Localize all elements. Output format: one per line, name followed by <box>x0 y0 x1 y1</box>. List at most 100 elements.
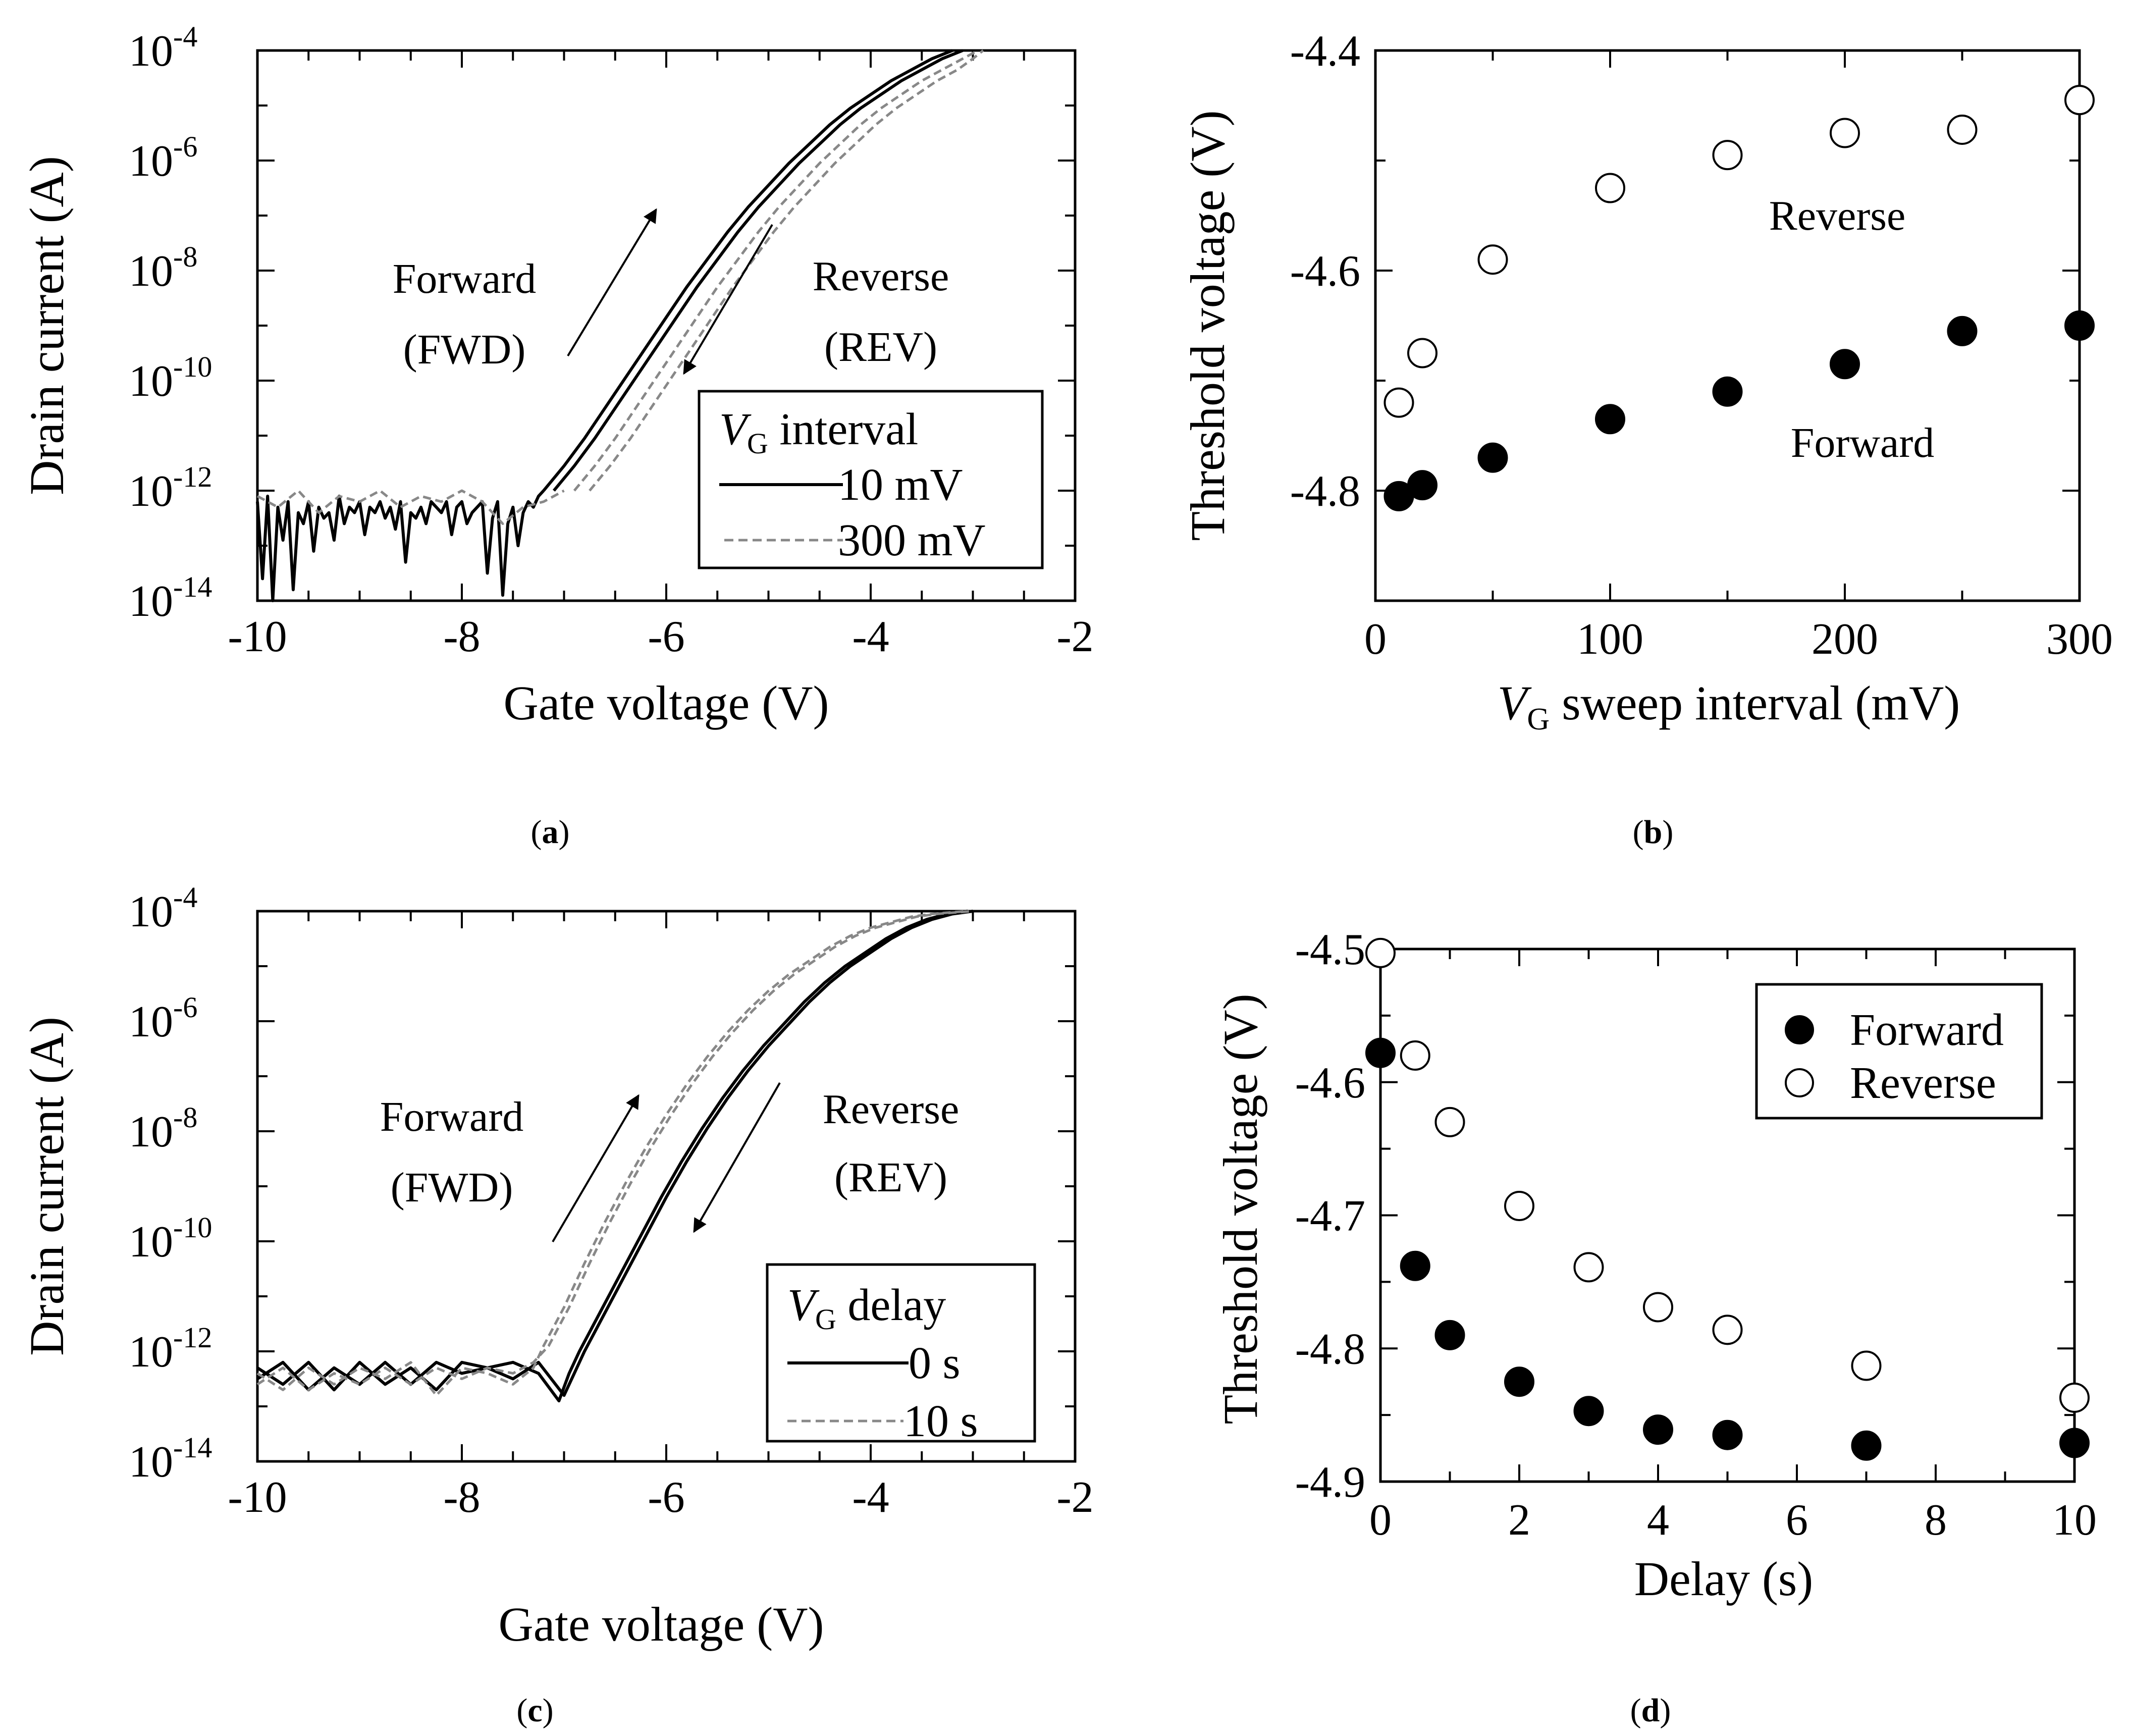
forward-arrow <box>567 208 657 357</box>
marker-reverse <box>2059 1382 2090 1413</box>
x-tick-label: -10 <box>228 1473 287 1522</box>
y-tick-label: 10-6 <box>129 991 197 1046</box>
legend-title: VG delay <box>787 1280 946 1336</box>
series-layer <box>256 49 984 602</box>
x-tick-label: 0 <box>1369 1496 1392 1545</box>
y-axis-label: Drain current (A) <box>20 1017 74 1356</box>
panel-label-d: (d) <box>1630 1692 1671 1729</box>
panel-c: -10 -8 -6 -4 -2 10-14 10-12 10-10 10-8 10-6 10-4 D… <box>20 881 1094 1729</box>
reverse-arrow <box>693 1082 781 1233</box>
x-tick-label: -2 <box>1056 612 1093 661</box>
x-tick-label: -2 <box>1056 1473 1093 1522</box>
marker-reverse <box>1712 1314 1743 1345</box>
y-tick-label: 10-6 <box>129 130 197 186</box>
y-axis-label: Threshold voltage (V) <box>1181 110 1235 541</box>
marker-reverse <box>1383 387 1414 418</box>
y-tick-label: 10-12 <box>129 460 212 516</box>
y-tick-label: -4.9 <box>1295 1458 1365 1507</box>
legend-title: VG interval <box>719 404 918 460</box>
legend-entry-0s: 0 s <box>909 1338 961 1388</box>
tick-labels: -10 -8 -6 -4 -2 10-14 10-12 10-10 10-8 10-6 10-4 <box>129 881 1094 1522</box>
marker-forward <box>1407 470 1437 501</box>
marker-reverse <box>1504 1191 1534 1222</box>
panel-b: 0 100 200 300 -4.4 -4.6 -4.8 Threshold voltage… <box>1181 27 2113 851</box>
marker-forward <box>1365 1037 1396 1068</box>
series-line-10-mv-noise-floor <box>256 489 545 602</box>
panel-label-c: (c) <box>516 1692 553 1729</box>
panel-label-a: (a) <box>531 814 570 851</box>
legend-box <box>698 390 1044 569</box>
marker-forward <box>1573 1396 1604 1427</box>
marker-forward <box>1477 442 1508 473</box>
marker-reverse <box>1407 338 1437 369</box>
y-axis-title: Drain current (A) <box>20 156 74 495</box>
forward-label: Forward <box>393 255 537 302</box>
y-tick-label: -4.8 <box>1290 467 1360 516</box>
marker-reverse <box>1595 173 1625 203</box>
y-axis-label: Threshold voltage (V) <box>1213 993 1267 1424</box>
y-tick-label: -4.7 <box>1295 1192 1365 1241</box>
series-line-10-mv-rev <box>552 49 964 492</box>
marker-reverse <box>2064 85 2095 116</box>
y-tick-label: 10-4 <box>129 20 197 76</box>
marker-reverse <box>1365 937 1396 968</box>
marker-forward <box>1400 1250 1430 1281</box>
marker-forward <box>1434 1320 1465 1350</box>
legend-entry-reverse: Reverse <box>1850 1058 1996 1108</box>
marker-reverse <box>1477 244 1508 275</box>
x-tick-label: -8 <box>443 612 480 661</box>
reverse-arrow <box>683 224 773 375</box>
reverse-label: Reverse <box>813 253 949 300</box>
series-layer <box>1374 49 2095 602</box>
x-tick-label: -6 <box>648 1473 684 1522</box>
x-tick-label: 300 <box>2046 615 2113 664</box>
x-tick-marks <box>256 910 1076 1462</box>
x-tick-label: 10 <box>2052 1496 2097 1545</box>
marker-forward <box>1830 349 1860 380</box>
y-tick-label: 10-10 <box>129 1211 212 1267</box>
series-line-300-mv-rev <box>589 49 984 492</box>
x-tick-label: 200 <box>1812 615 1878 664</box>
legend-box <box>1755 983 2043 1120</box>
marker-reverse <box>1434 1107 1465 1137</box>
reverse-abbr-label: (REV) <box>834 1154 947 1201</box>
marker-reverse <box>1400 1040 1430 1071</box>
forward-arrow <box>552 1094 640 1243</box>
forward-label: Forward <box>1791 419 1935 466</box>
reverse-label: Reverse <box>1769 192 1906 239</box>
legend-entry-300mv: 300 mV <box>838 515 986 565</box>
x-tick-label: 2 <box>1508 1496 1530 1545</box>
x-axis-label: Delay (s) <box>1634 1552 1814 1606</box>
tick-labels: -10 -8 -6 -4 -2 10-14 10-12 10-10 10-8 10-6 10-4 <box>129 20 1094 661</box>
tick-labels: 0 100 200 300 -4.4 -4.6 -4.8 <box>1290 27 2113 664</box>
marker-forward <box>1851 1430 1882 1461</box>
x-tick-label: 4 <box>1647 1496 1669 1545</box>
legend-entry-forward: Forward <box>1850 1005 2004 1055</box>
y-tick-label: -4.6 <box>1295 1059 1365 1108</box>
marker-forward <box>1595 404 1625 435</box>
y-tick-label: 10-8 <box>129 240 197 296</box>
tick-labels: 0 2 4 6 8 10 -4.5 -4.6 -4.7 -4.8 -4.9 <box>1295 925 2097 1545</box>
x-tick-label: 6 <box>1786 1496 1808 1545</box>
y-tick-label: 10-12 <box>129 1321 212 1377</box>
marker-forward <box>1947 315 1978 346</box>
x-axis-label: VG sweep interval (mV) <box>1498 676 1960 737</box>
legend: Forward Reverse <box>1755 983 2043 1120</box>
legend-filled-marker <box>1785 1015 1814 1044</box>
legend: VG interval 10 mV 300 mV <box>698 390 1044 569</box>
x-tick-label: 8 <box>1925 1496 1947 1545</box>
legend-open-marker <box>1785 1068 1814 1097</box>
x-tick-label: -8 <box>443 1473 480 1522</box>
x-tick-marks <box>256 49 1076 602</box>
series-layer <box>1365 937 2090 1483</box>
y-tick-label: -4.4 <box>1290 27 1360 76</box>
x-tick-label: 0 <box>1364 615 1387 664</box>
y-tick-label: 10-8 <box>129 1101 197 1156</box>
y-tick-label: -4.5 <box>1295 925 1365 974</box>
series-line-0-s-rev <box>256 910 968 1403</box>
y-tick-label: 10-14 <box>129 1431 212 1487</box>
series-line-300-mv-fwd <box>573 49 979 492</box>
marker-reverse <box>1851 1350 1882 1381</box>
y-tick-label: 10-4 <box>129 881 197 936</box>
y-tick-label: 10-10 <box>129 350 212 406</box>
